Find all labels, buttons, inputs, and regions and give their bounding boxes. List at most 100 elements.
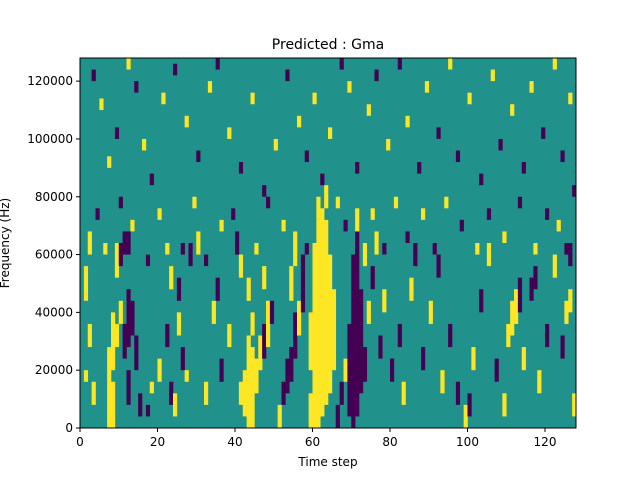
heatmap-cell — [568, 243, 573, 267]
heatmap-cell — [114, 323, 120, 348]
heatmap-cell — [266, 300, 271, 348]
heatmap-cell — [215, 58, 220, 70]
heatmap-cell — [103, 243, 108, 255]
heatmap-cell — [192, 196, 197, 209]
heatmap-cell — [343, 219, 348, 232]
heatmap-cell — [285, 358, 290, 394]
heatmap-cell — [436, 254, 441, 278]
heatmap-cell — [207, 81, 213, 93]
heatmap-cell — [397, 58, 402, 70]
x-axis-label: Time step — [297, 455, 357, 469]
heatmap-cell — [502, 393, 507, 417]
heatmap-cell — [169, 381, 174, 405]
plot-frame — [79, 57, 577, 429]
heatmap-cell — [517, 196, 523, 209]
heatmap-cell — [95, 208, 100, 220]
heatmap-cell — [130, 300, 135, 336]
heatmap-cell — [335, 404, 340, 429]
heatmap-cell — [568, 289, 573, 313]
heatmap-cell — [118, 196, 123, 209]
x-tick-label: 120 — [534, 435, 557, 449]
heatmap-cell — [215, 277, 220, 301]
heatmap-cell — [297, 300, 302, 336]
heatmap-cell — [560, 150, 565, 163]
heatmap-cell — [118, 300, 123, 324]
heatmap-cell — [99, 98, 104, 111]
heatmap-cell — [111, 312, 116, 371]
heatmap-cell — [262, 185, 267, 197]
heatmap-cell — [552, 254, 557, 278]
heatmap-cell — [204, 254, 209, 267]
heatmap-cell — [362, 347, 368, 382]
heatmap-cell — [347, 323, 352, 417]
heatmap-cell — [421, 208, 426, 220]
heatmap-cell — [529, 81, 534, 93]
heatmap-cell — [130, 219, 135, 232]
heatmap-cell — [161, 92, 166, 105]
heatmap-cell — [440, 370, 445, 394]
heatmap-cell — [343, 358, 348, 382]
heatmap-cell — [471, 347, 476, 371]
heatmap-cell — [246, 277, 251, 301]
heatmap-cell — [87, 231, 92, 255]
heatmap-cell — [238, 254, 244, 278]
heatmap-cell — [374, 69, 379, 82]
heatmap-cell — [165, 243, 170, 255]
heatmap-cell — [366, 300, 371, 324]
heatmap-cell — [560, 335, 565, 359]
heatmap-cell — [83, 266, 89, 301]
heatmap-cell — [304, 243, 309, 255]
heatmap-cell — [176, 277, 182, 301]
heatmap-cell — [297, 115, 302, 128]
heatmap-cell — [126, 370, 131, 405]
heatmap-cell — [355, 208, 360, 232]
heatmap-cell — [568, 92, 573, 105]
heatmap-cell — [424, 81, 430, 93]
heatmap-cell — [219, 358, 224, 382]
heatmap-cell — [227, 323, 232, 348]
heatmap-cell — [196, 231, 201, 255]
x-tick-label: 40 — [227, 435, 242, 449]
heatmap-cell — [467, 92, 472, 105]
heatmap-cell — [173, 63, 178, 76]
heatmap-cell — [126, 58, 131, 70]
heatmap-cell — [293, 231, 298, 267]
heatmap-cell — [219, 219, 224, 232]
x-axis-ticks: 0 20 40 60 80 100 120 — [76, 428, 556, 449]
heatmap-cell — [87, 323, 92, 348]
heatmap-cell — [281, 219, 286, 232]
heatmap-cell — [486, 208, 492, 220]
heatmap-cell — [134, 335, 139, 371]
heatmap-cell — [448, 323, 453, 348]
heatmap-cell — [545, 323, 550, 348]
heatmap-cell — [428, 300, 433, 324]
heatmap-cell — [393, 196, 399, 209]
heatmap-cell — [165, 323, 170, 348]
heatmap-cell — [254, 243, 259, 255]
heatmap-cell — [351, 254, 356, 428]
heatmap-cell — [370, 266, 375, 290]
heatmap-cell — [300, 254, 306, 290]
heatmap-cell — [339, 381, 344, 405]
y-tick-label: 40000 — [35, 305, 73, 319]
heatmap-cell — [506, 323, 511, 348]
heatmap-cell — [552, 58, 557, 70]
heatmap-cell — [486, 243, 492, 267]
heatmap-cell — [405, 115, 410, 128]
heatmap-cell — [258, 335, 263, 371]
heatmap-cell — [382, 243, 387, 255]
heatmap-cell — [111, 381, 116, 428]
heatmap-cell — [347, 81, 352, 93]
heatmap-cell — [324, 219, 329, 405]
heatmap-cell — [273, 138, 278, 151]
heatmap-cell — [545, 208, 550, 220]
x-tick-label: 80 — [382, 435, 397, 449]
heatmap-cell — [107, 347, 112, 428]
heatmap-cell — [250, 312, 255, 336]
y-tick-label: 20000 — [35, 363, 73, 377]
heatmap-cell — [455, 381, 461, 405]
heatmap-cell — [184, 370, 189, 382]
x-tick-label: 100 — [456, 435, 479, 449]
heatmap-cell — [533, 266, 538, 290]
heatmap-cell — [157, 208, 162, 220]
